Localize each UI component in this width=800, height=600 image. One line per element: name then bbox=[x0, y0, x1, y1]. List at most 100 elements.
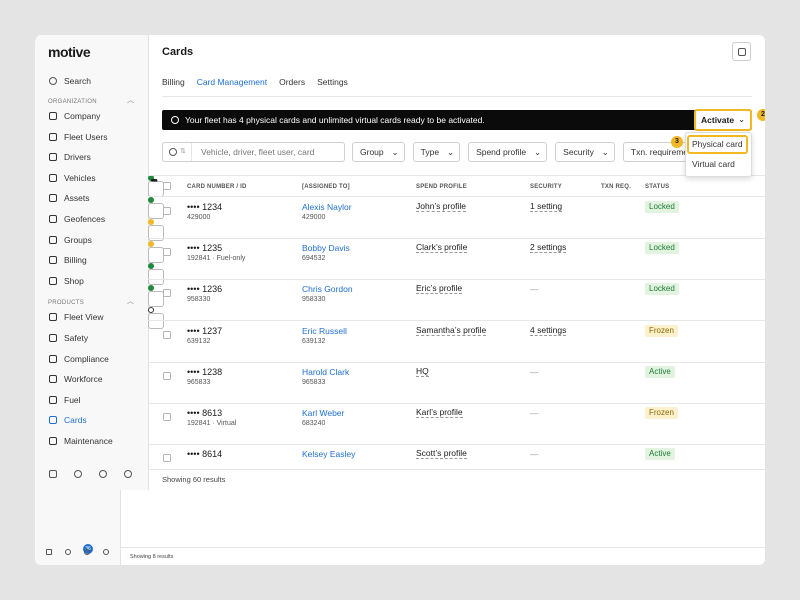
card-number: •••• 1235 bbox=[187, 243, 223, 254]
spend-profile[interactable]: Samantha’s profile bbox=[416, 324, 487, 336]
more-dots: ••• bbox=[151, 176, 157, 185]
txn-indicator bbox=[148, 285, 154, 291]
assignee-id: 429000 bbox=[302, 214, 326, 221]
checkbox[interactable] bbox=[163, 207, 171, 215]
row-line bbox=[148, 444, 765, 445]
checkbox[interactable] bbox=[163, 371, 171, 380]
menu-item[interactable]: Virtual card bbox=[692, 159, 735, 169]
card-id: 429000 bbox=[187, 214, 211, 221]
nav-item[interactable]: Maintenance bbox=[64, 436, 113, 446]
menu-item[interactable]: Physical card bbox=[692, 139, 743, 149]
txn-indicator bbox=[148, 307, 154, 313]
tab[interactable]: Orders bbox=[279, 77, 306, 87]
footer-icon[interactable] bbox=[99, 470, 107, 478]
nav-item[interactable]: Safety bbox=[64, 333, 89, 343]
more-dots: ••• bbox=[151, 176, 157, 185]
checkbox[interactable] bbox=[163, 248, 171, 257]
tab[interactable]: Settings bbox=[317, 77, 348, 87]
table: CARD NUMBER / ID [ASSIGNED TO] SPEND PROFI… bbox=[148, 175, 765, 470]
sidebar-search[interactable]: Search bbox=[64, 76, 91, 86]
divider bbox=[191, 143, 192, 161]
card-number: •••• 1236 bbox=[187, 284, 223, 295]
tab[interactable]: Billing bbox=[162, 77, 185, 87]
dropdown-menu bbox=[685, 132, 752, 177]
spend-profile[interactable]: John’s profile bbox=[416, 201, 466, 212]
assignee-id: 639132 bbox=[302, 337, 326, 345]
security[interactable]: 4 settings bbox=[530, 324, 567, 336]
section-title: ORGANIZATION bbox=[48, 99, 97, 105]
icon-button[interactable] bbox=[732, 42, 751, 61]
nav-item[interactable]: Fleet Users bbox=[64, 131, 108, 142]
more-dots: ••• bbox=[151, 176, 157, 185]
more-button[interactable]: ••• bbox=[148, 176, 164, 263]
security[interactable]: 1 setting bbox=[530, 201, 563, 212]
assignee[interactable]: Harold Clark bbox=[302, 366, 350, 377]
card-number: •••• 8614 bbox=[187, 449, 223, 460]
spend-profile[interactable]: HQ bbox=[416, 365, 429, 377]
checkbox[interactable] bbox=[163, 413, 171, 421]
assignee[interactable]: Bobby Davis bbox=[302, 243, 350, 254]
nav-item[interactable]: Geofences bbox=[64, 214, 106, 224]
nav-item[interactable]: Shop bbox=[64, 275, 84, 286]
spend-profile[interactable]: Karl’s profile bbox=[416, 407, 463, 418]
spend-profile[interactable]: Scott’s profile bbox=[416, 448, 467, 460]
assignee[interactable]: Chris Gordon bbox=[302, 284, 353, 295]
assignee[interactable]: Eric Russell bbox=[302, 325, 347, 336]
filter-dropdown[interactable]: Group ⌄ bbox=[352, 142, 405, 162]
filter-dropdown[interactable]: Spend profile ⌄ bbox=[468, 142, 548, 162]
txn-indicator bbox=[148, 219, 154, 225]
nav-item[interactable]: Drivers bbox=[64, 152, 91, 163]
nav-item[interactable]: Assets bbox=[64, 193, 90, 204]
chevron: ⌄ bbox=[391, 147, 399, 157]
step-badge: 2 bbox=[757, 109, 765, 121]
nav-item[interactable]: Vehicles bbox=[64, 172, 96, 183]
column-header: SECURITY bbox=[530, 184, 562, 190]
checkbox[interactable] bbox=[163, 289, 171, 298]
filter-dropdown[interactable]: Type ⌄ bbox=[412, 142, 461, 162]
more-button[interactable]: ••• bbox=[148, 176, 164, 219]
nav-item[interactable]: Fuel bbox=[64, 394, 81, 405]
more-dots: ••• bbox=[151, 176, 157, 185]
spend-profile[interactable]: Eric’s profile bbox=[416, 283, 463, 295]
row-line bbox=[148, 238, 765, 239]
nav-icon bbox=[49, 256, 57, 265]
overlay-icon bbox=[103, 549, 109, 555]
checkbox[interactable] bbox=[163, 330, 171, 339]
assignee[interactable]: Karl Weber bbox=[302, 408, 345, 418]
assignee[interactable]: Alexis Naylor bbox=[302, 202, 352, 212]
chevron: ⌄ bbox=[738, 114, 746, 124]
nav-item[interactable]: Groups bbox=[64, 234, 92, 245]
status-badge: Frozen bbox=[645, 407, 678, 419]
activate-button[interactable] bbox=[694, 109, 752, 131]
checkbox[interactable] bbox=[163, 454, 171, 463]
page-title: Cards bbox=[162, 46, 194, 58]
filter-dropdown[interactable]: Security ⌄ bbox=[555, 142, 615, 162]
assignee-id: 958330 bbox=[302, 296, 326, 304]
footer-icon[interactable] bbox=[49, 470, 57, 478]
more-button[interactable]: ••• bbox=[148, 176, 164, 241]
nav-item[interactable]: Workforce bbox=[64, 374, 103, 385]
more-button[interactable]: ••• bbox=[148, 176, 164, 285]
nav-item[interactable]: Compliance bbox=[64, 353, 109, 364]
security[interactable]: 2 settings bbox=[530, 242, 567, 254]
status-badge: Active bbox=[645, 365, 675, 378]
footer-icon[interactable] bbox=[74, 470, 82, 478]
tab[interactable]: Card Management bbox=[196, 77, 268, 87]
nav-item[interactable]: Company bbox=[64, 111, 101, 121]
more-button[interactable]: ••• bbox=[148, 176, 164, 307]
spend-profile[interactable]: Clark’s profile bbox=[416, 242, 468, 254]
checkbox[interactable] bbox=[163, 182, 171, 190]
banner bbox=[162, 110, 752, 130]
nav-item[interactable]: Billing bbox=[64, 255, 87, 266]
nav-icon bbox=[49, 395, 57, 404]
search-input[interactable] bbox=[162, 142, 345, 162]
assignee[interactable]: Kelsey Easley bbox=[302, 449, 356, 460]
nav-icon bbox=[49, 354, 57, 363]
overlay-footer-line bbox=[120, 547, 765, 548]
footer-icon[interactable] bbox=[124, 470, 132, 478]
column-header: TXN REQ. bbox=[601, 184, 631, 190]
nav-item[interactable]: Fleet View bbox=[64, 312, 104, 323]
sidebar bbox=[35, 35, 149, 490]
nav-item[interactable]: Cards bbox=[64, 415, 87, 426]
security: — bbox=[530, 366, 539, 377]
